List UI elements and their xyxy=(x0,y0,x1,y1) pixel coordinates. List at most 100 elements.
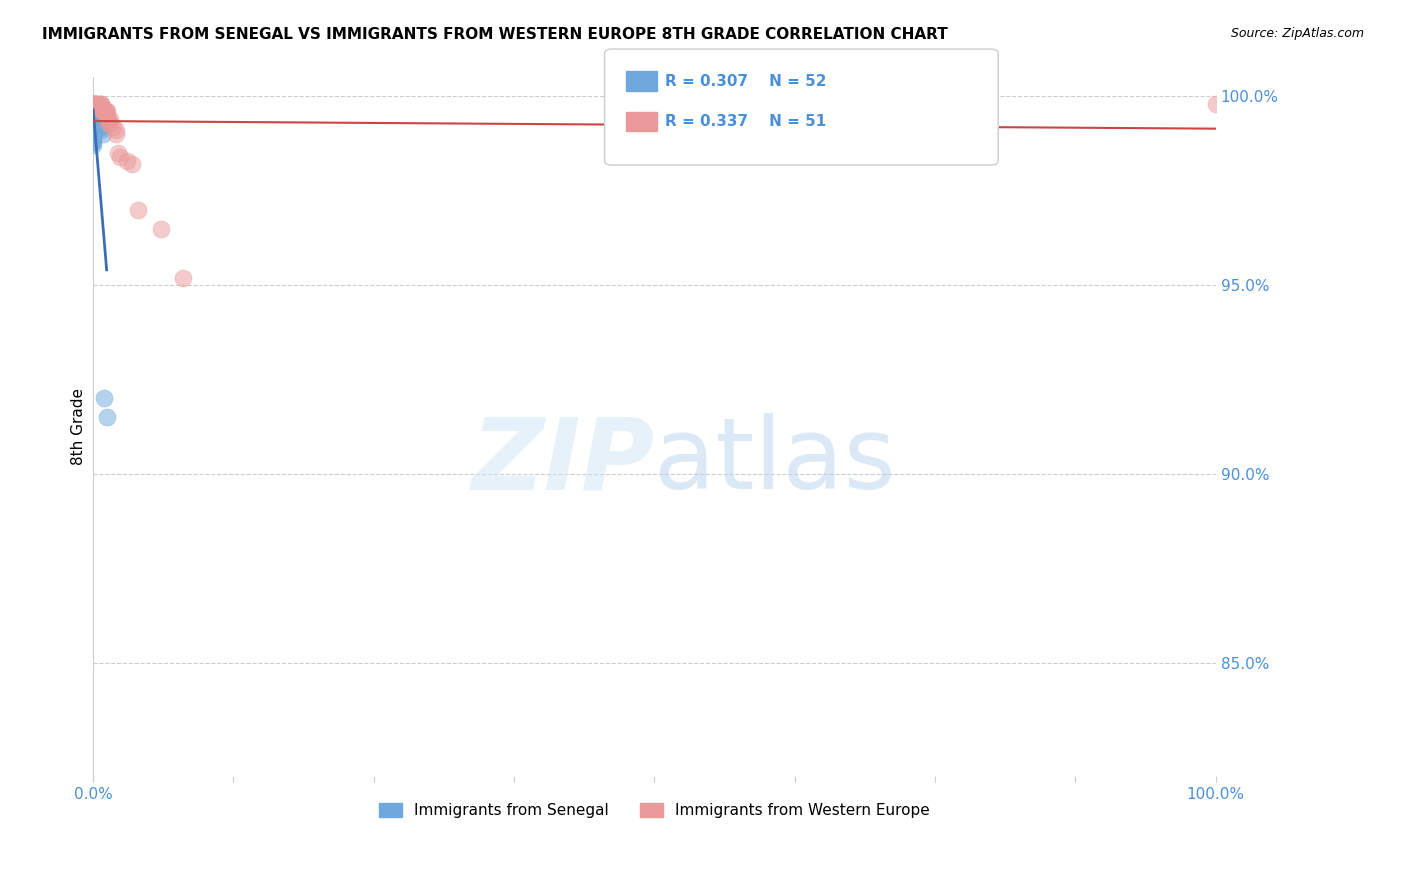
Point xyxy=(86,101,108,115)
Point xyxy=(86,116,108,130)
Point xyxy=(96,104,118,119)
Point xyxy=(93,104,115,119)
Point xyxy=(84,96,107,111)
Point xyxy=(86,108,108,122)
Point xyxy=(82,104,104,119)
Point xyxy=(83,112,105,126)
Point xyxy=(91,104,114,119)
Point xyxy=(82,138,104,153)
Point xyxy=(82,101,104,115)
Point xyxy=(90,123,112,137)
Point xyxy=(82,116,104,130)
Point xyxy=(86,101,108,115)
Point xyxy=(83,101,105,115)
Point xyxy=(89,120,111,134)
Point xyxy=(87,101,110,115)
Point xyxy=(97,116,120,130)
Point xyxy=(82,104,104,119)
Point xyxy=(82,123,104,137)
Point xyxy=(86,101,108,115)
Point xyxy=(83,120,105,134)
Point xyxy=(86,112,108,126)
Point xyxy=(1205,96,1227,111)
Point xyxy=(87,112,110,126)
Point xyxy=(82,101,104,115)
Point xyxy=(83,96,105,111)
Point xyxy=(94,104,117,119)
Point xyxy=(82,108,104,122)
Point xyxy=(83,108,105,122)
Point xyxy=(89,101,111,115)
Point xyxy=(82,116,104,130)
Point xyxy=(82,123,104,137)
Point xyxy=(82,104,104,119)
Point xyxy=(82,108,104,122)
Point xyxy=(98,112,121,126)
Point xyxy=(93,104,115,119)
Point xyxy=(82,101,104,115)
Point xyxy=(104,123,127,137)
Point xyxy=(87,101,110,115)
Point xyxy=(98,116,121,130)
Point xyxy=(86,101,108,115)
Point xyxy=(115,153,138,168)
Point xyxy=(82,135,104,149)
Point xyxy=(82,135,104,149)
Point xyxy=(82,112,104,126)
Point xyxy=(82,101,104,115)
Point xyxy=(121,157,143,171)
Point xyxy=(86,96,108,111)
Point xyxy=(90,96,112,111)
Text: Source: ZipAtlas.com: Source: ZipAtlas.com xyxy=(1230,27,1364,40)
Point xyxy=(90,96,112,111)
Text: R = 0.337    N = 51: R = 0.337 N = 51 xyxy=(665,114,827,128)
Point xyxy=(108,150,131,164)
Point xyxy=(172,270,194,285)
Point xyxy=(84,96,107,111)
Point xyxy=(83,127,105,141)
Legend: Immigrants from Senegal, Immigrants from Western Europe: Immigrants from Senegal, Immigrants from… xyxy=(373,797,936,824)
Point xyxy=(86,101,108,115)
Point xyxy=(103,120,125,134)
Point xyxy=(97,112,120,126)
Point xyxy=(93,392,115,406)
Point xyxy=(83,104,105,119)
Point xyxy=(82,108,104,122)
Point xyxy=(91,101,114,115)
Point xyxy=(82,127,104,141)
Point xyxy=(83,101,105,115)
Point xyxy=(82,104,104,119)
Point xyxy=(87,101,110,115)
Point xyxy=(90,96,112,111)
Text: atlas: atlas xyxy=(654,413,896,510)
Point xyxy=(84,108,107,122)
Point xyxy=(87,101,110,115)
Point xyxy=(84,112,107,126)
Y-axis label: 8th Grade: 8th Grade xyxy=(72,388,86,466)
Point xyxy=(84,96,107,111)
Point xyxy=(83,123,105,137)
Point xyxy=(86,96,108,111)
Point xyxy=(82,108,104,122)
Point xyxy=(82,112,104,126)
Point xyxy=(83,104,105,119)
Point xyxy=(96,108,118,122)
Point xyxy=(91,120,114,134)
Point xyxy=(87,101,110,115)
Point xyxy=(89,101,111,115)
Point xyxy=(83,96,105,111)
Text: IMMIGRANTS FROM SENEGAL VS IMMIGRANTS FROM WESTERN EUROPE 8TH GRADE CORRELATION : IMMIGRANTS FROM SENEGAL VS IMMIGRANTS FR… xyxy=(42,27,948,42)
Point xyxy=(127,202,149,217)
Point xyxy=(149,221,172,235)
Point xyxy=(86,96,108,111)
Text: ZIP: ZIP xyxy=(471,413,654,510)
Point xyxy=(83,116,105,130)
Point xyxy=(91,127,114,141)
Point xyxy=(82,131,104,145)
Point xyxy=(91,104,114,119)
Point xyxy=(104,127,127,141)
Point xyxy=(84,116,107,130)
Point xyxy=(84,104,107,119)
Point xyxy=(83,116,105,130)
Point xyxy=(82,96,104,111)
